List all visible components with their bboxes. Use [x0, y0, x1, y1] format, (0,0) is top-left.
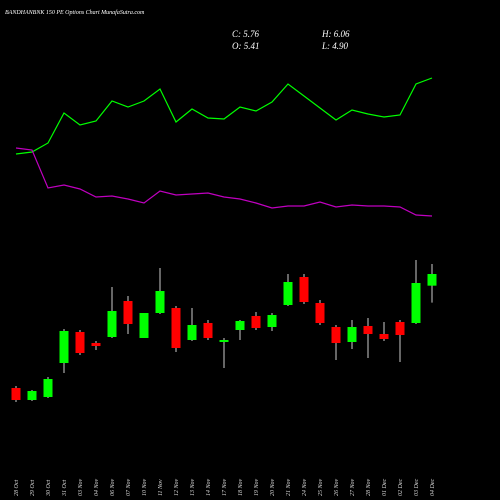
stat-close: C: 5.76 — [232, 29, 260, 39]
candle-body — [155, 291, 165, 313]
candle-body — [235, 321, 245, 330]
x-tick-label: 20 Nov — [270, 478, 276, 496]
candle-body — [427, 274, 437, 286]
x-tick-label: 02 Dec — [398, 479, 404, 496]
x-tick-label: 25 Nov — [318, 478, 324, 496]
candle-body — [251, 316, 261, 328]
stat-open: O: 5.41 — [232, 41, 260, 51]
indicator-line — [15, 77, 433, 155]
x-tick-label: 27 Nov — [350, 478, 356, 496]
x-tick-label: 19 Nov — [254, 478, 260, 496]
candle-body — [203, 323, 213, 338]
candle-body — [219, 340, 229, 342]
candle-body — [379, 334, 389, 339]
candle-body — [283, 282, 293, 305]
x-tick-label: 04 Dec — [429, 479, 436, 496]
x-tick-label: 07 Nov — [126, 478, 132, 496]
candle-body — [363, 326, 373, 334]
x-tick-label: 24 Nov — [301, 478, 308, 496]
x-tick-label: 29 Oct — [30, 480, 36, 496]
candle-body — [315, 303, 325, 323]
candle-body — [299, 277, 309, 302]
candle-body — [91, 343, 101, 346]
x-tick-label: 17 Nov — [222, 478, 228, 496]
candle-body — [123, 301, 133, 324]
x-tick-label: 28 Nov — [366, 478, 372, 496]
candle-body — [411, 283, 421, 323]
candle-body — [171, 308, 181, 348]
candle-body — [107, 311, 117, 337]
stat-low: L: 4.90 — [321, 41, 349, 51]
candle-body — [27, 391, 37, 400]
candle-body — [75, 332, 85, 353]
x-tick-label: 31 Oct — [62, 480, 68, 497]
candle-body — [395, 322, 405, 335]
x-tick-label: 04 Nov — [93, 478, 100, 496]
x-tick-label: 12 Nov — [174, 478, 180, 496]
candle-body — [331, 327, 341, 343]
x-tick-label: 10 Nov — [142, 478, 148, 496]
candle-body — [347, 327, 357, 342]
candle-body — [187, 325, 197, 340]
x-tick-label: 28 Oct — [14, 480, 20, 496]
x-tick-label: 13 Nov — [190, 478, 196, 496]
x-tick-label: 03 Dec — [414, 479, 420, 496]
candle-body — [139, 313, 149, 338]
x-tick-label: 18 Nov — [238, 478, 244, 496]
candle-body — [43, 379, 53, 397]
candle-body — [59, 331, 69, 363]
x-tick-label: 14 Nov — [205, 478, 212, 496]
x-tick-label: 11 Nov — [158, 479, 164, 496]
x-tick-label: 01 Dec — [382, 479, 388, 496]
x-tick-label: 26 Nov — [334, 478, 340, 496]
chart-title: BANDHANBNK 150 PE Options Chart MunafaSu… — [5, 9, 145, 16]
x-tick-label: 30 Oct — [46, 480, 52, 497]
stat-high: H: 6.06 — [321, 29, 350, 39]
x-tick-label: 21 Nov — [286, 478, 292, 496]
x-tick-label: 06 Nov — [110, 478, 116, 496]
x-tick-label: 03 Nov — [78, 478, 84, 496]
indicator-line — [15, 147, 433, 217]
candle-body — [11, 388, 21, 400]
candle-body — [267, 315, 277, 327]
